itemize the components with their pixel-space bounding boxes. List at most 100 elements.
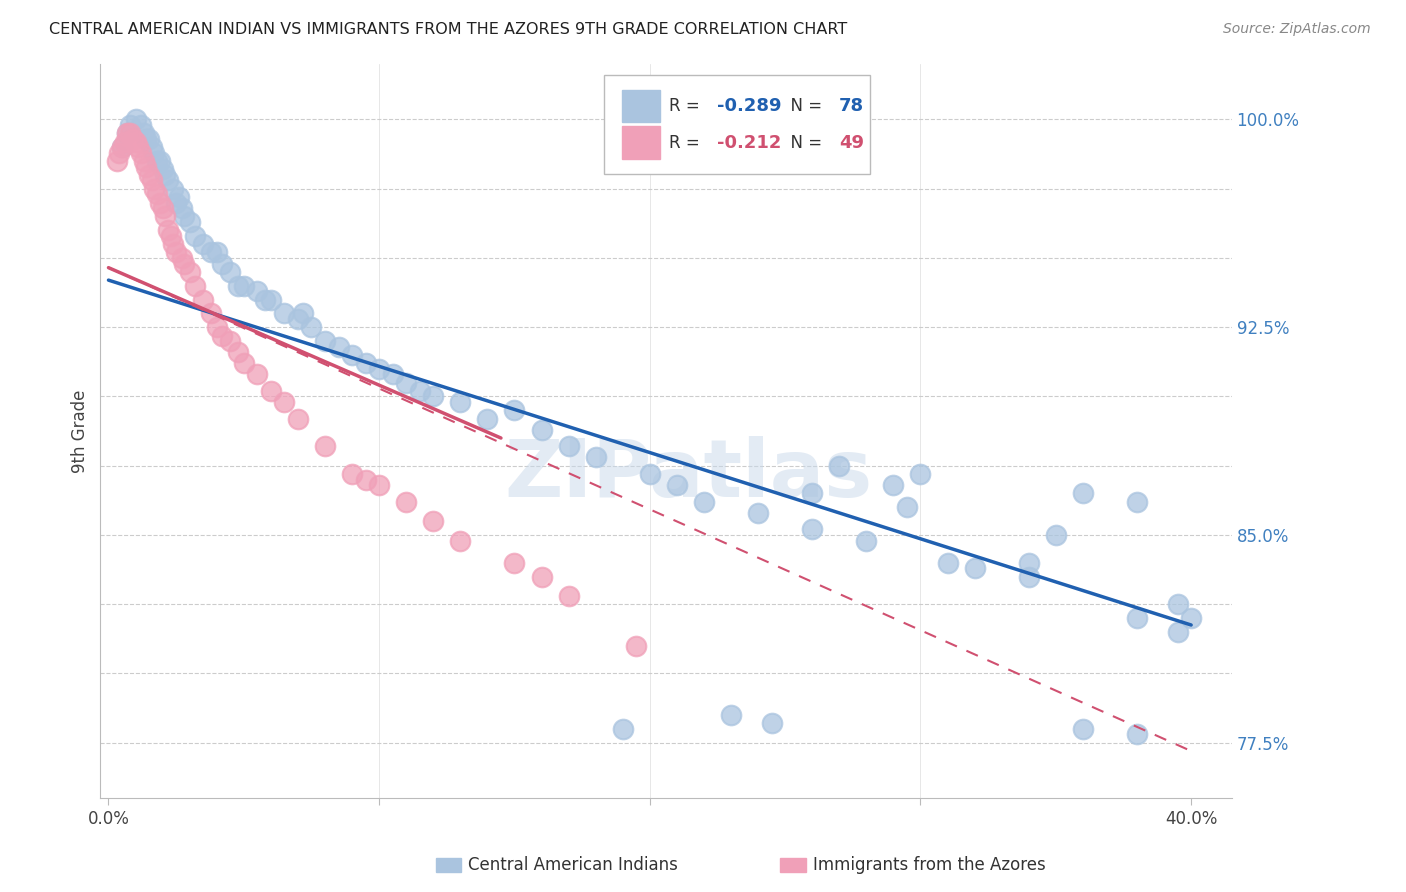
Point <box>146 187 169 202</box>
Point <box>135 160 157 174</box>
Point <box>117 126 139 140</box>
Point <box>111 140 134 154</box>
Point <box>135 132 157 146</box>
Point <box>132 126 155 140</box>
Point <box>232 278 254 293</box>
Point <box>193 237 215 252</box>
Point <box>155 168 177 182</box>
Point <box>149 154 172 169</box>
Point <box>354 356 377 370</box>
Point <box>855 533 877 548</box>
Point <box>141 140 163 154</box>
Point <box>162 182 184 196</box>
Point <box>120 118 142 132</box>
Point <box>193 293 215 307</box>
Point <box>260 293 283 307</box>
Point <box>254 293 277 307</box>
Point <box>503 556 526 570</box>
Point <box>1126 611 1149 625</box>
Point <box>173 210 195 224</box>
Point <box>287 312 309 326</box>
Point <box>273 306 295 320</box>
Point <box>111 140 134 154</box>
FancyBboxPatch shape <box>621 127 661 159</box>
Point <box>1071 722 1094 736</box>
Point <box>167 190 190 204</box>
Point <box>801 486 824 500</box>
Text: -0.212: -0.212 <box>717 134 782 152</box>
Point <box>761 716 783 731</box>
Point <box>124 135 146 149</box>
Point <box>314 439 336 453</box>
Point <box>246 368 269 382</box>
Point <box>314 334 336 348</box>
Point <box>129 145 152 160</box>
Point <box>638 467 661 481</box>
Text: Immigrants from the Azores: Immigrants from the Azores <box>813 856 1046 874</box>
Point <box>720 708 742 723</box>
Point <box>801 523 824 537</box>
Point <box>612 722 634 736</box>
Point <box>395 494 418 508</box>
Point <box>117 126 139 140</box>
Point <box>146 154 169 169</box>
Point <box>449 533 471 548</box>
Point <box>1045 528 1067 542</box>
Text: 78: 78 <box>839 97 865 115</box>
Text: Source: ZipAtlas.com: Source: ZipAtlas.com <box>1223 22 1371 37</box>
Point <box>287 411 309 425</box>
Point <box>585 450 607 465</box>
Point <box>184 228 207 243</box>
Point <box>936 556 959 570</box>
FancyBboxPatch shape <box>621 90 661 122</box>
Point <box>828 458 851 473</box>
Text: N =: N = <box>780 134 828 152</box>
Point <box>211 256 233 270</box>
Point <box>143 182 166 196</box>
Point <box>138 168 160 182</box>
Point <box>882 478 904 492</box>
Text: 49: 49 <box>839 134 865 152</box>
Point <box>328 340 350 354</box>
Point <box>693 494 716 508</box>
Point <box>409 384 432 398</box>
Point <box>170 201 193 215</box>
Point <box>228 278 250 293</box>
Point <box>246 284 269 298</box>
Point <box>910 467 932 481</box>
Point <box>422 389 444 403</box>
Point <box>132 154 155 169</box>
Point <box>179 215 201 229</box>
Point <box>141 173 163 187</box>
Point <box>301 320 323 334</box>
Point <box>1167 624 1189 639</box>
Point <box>228 345 250 359</box>
Point <box>557 589 579 603</box>
Point <box>368 478 391 492</box>
FancyBboxPatch shape <box>603 75 870 174</box>
Point <box>105 154 128 169</box>
Point <box>381 368 404 382</box>
Text: CENTRAL AMERICAN INDIAN VS IMMIGRANTS FROM THE AZORES 9TH GRADE CORRELATION CHAR: CENTRAL AMERICAN INDIAN VS IMMIGRANTS FR… <box>49 22 848 37</box>
Point <box>211 328 233 343</box>
Point <box>170 251 193 265</box>
Point <box>165 245 187 260</box>
Point <box>340 467 363 481</box>
Point <box>152 201 174 215</box>
Point <box>129 118 152 132</box>
Point <box>200 245 222 260</box>
Point <box>121 132 143 146</box>
Point <box>162 237 184 252</box>
Point <box>152 162 174 177</box>
Point <box>354 473 377 487</box>
Text: R =: R = <box>669 97 706 115</box>
Point <box>1018 569 1040 583</box>
Point <box>179 265 201 279</box>
Point <box>159 228 181 243</box>
Point <box>143 145 166 160</box>
Point <box>157 173 180 187</box>
Point <box>395 376 418 390</box>
Point <box>896 500 918 515</box>
Point <box>449 395 471 409</box>
Point <box>292 306 315 320</box>
